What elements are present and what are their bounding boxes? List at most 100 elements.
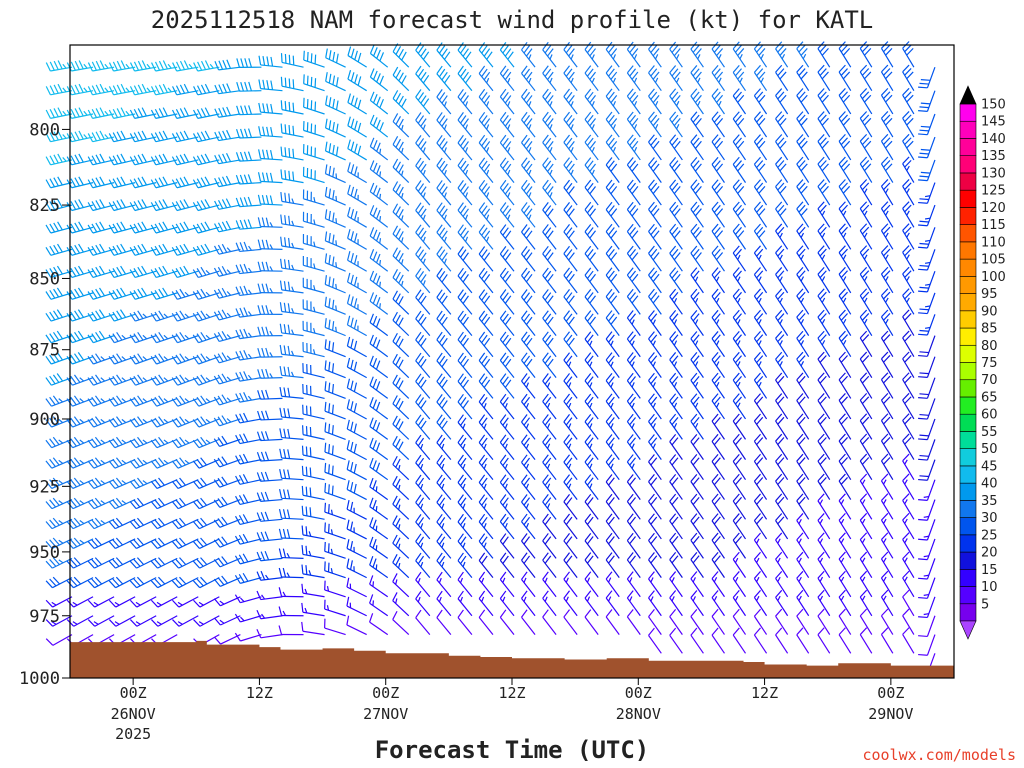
wind-barb bbox=[324, 253, 346, 272]
barb-feather bbox=[462, 230, 469, 239]
barb-feather bbox=[441, 503, 445, 509]
barb-feather bbox=[521, 310, 528, 319]
barb-feather bbox=[150, 334, 157, 343]
barb-feather bbox=[239, 350, 245, 360]
barb-feather bbox=[379, 75, 385, 85]
barb-feather bbox=[462, 252, 469, 261]
barb-feather bbox=[282, 567, 287, 578]
barb-feather bbox=[379, 303, 381, 309]
barb-feather bbox=[226, 269, 232, 274]
barb-feather bbox=[629, 577, 633, 583]
barb-feather bbox=[369, 536, 374, 546]
barb-feather bbox=[379, 260, 382, 266]
barb-feather bbox=[261, 594, 266, 600]
barb-feather bbox=[462, 423, 466, 429]
barb-feather bbox=[502, 334, 509, 343]
barb-feather bbox=[57, 199, 63, 208]
wind-barb bbox=[626, 201, 641, 228]
barb-feather bbox=[422, 236, 426, 242]
wind-barb bbox=[392, 395, 410, 420]
barb-feather bbox=[459, 577, 464, 584]
barb-feather bbox=[608, 270, 615, 279]
barb-feather bbox=[650, 270, 658, 279]
barb-feather bbox=[137, 108, 144, 118]
barb-feather bbox=[631, 340, 635, 346]
barb-feather bbox=[332, 234, 335, 244]
barb-feather bbox=[291, 198, 295, 204]
barb-feather bbox=[525, 163, 533, 172]
barb-feather bbox=[586, 437, 594, 446]
barb-feather bbox=[629, 68, 637, 77]
wind-barb bbox=[605, 609, 620, 635]
barb-feather bbox=[177, 601, 183, 606]
barb-feather bbox=[243, 263, 249, 273]
barb-feather bbox=[586, 596, 591, 602]
barb-feather bbox=[626, 609, 634, 618]
barb-feather bbox=[753, 453, 761, 462]
barb-feather bbox=[163, 439, 169, 444]
barb-feather bbox=[443, 214, 447, 220]
barb-feather bbox=[563, 65, 571, 74]
barb-feather bbox=[438, 497, 446, 506]
barb-feather bbox=[183, 176, 190, 186]
barb-feather bbox=[481, 516, 488, 526]
barb-feather bbox=[72, 621, 78, 625]
barb-feather bbox=[417, 397, 425, 406]
barb-feather bbox=[129, 202, 136, 211]
barb-feather bbox=[525, 483, 530, 489]
barb-feather bbox=[438, 205, 446, 214]
barb-feather bbox=[288, 54, 291, 65]
barb-feather bbox=[49, 155, 55, 165]
wind-barb bbox=[347, 251, 367, 272]
barb-feather bbox=[309, 447, 312, 457]
barb-feather bbox=[563, 494, 571, 503]
barb-feather bbox=[243, 128, 249, 138]
barb-feather bbox=[589, 463, 593, 469]
barb-feather bbox=[235, 220, 241, 230]
wind-barb bbox=[753, 372, 768, 399]
barb-feather bbox=[200, 416, 207, 425]
wind-barb bbox=[436, 352, 452, 379]
barb-feather bbox=[120, 107, 126, 117]
barb-feather bbox=[481, 68, 488, 77]
barb-feather bbox=[257, 390, 262, 400]
barb-feather bbox=[353, 319, 358, 329]
wind-barb bbox=[279, 489, 304, 501]
barb-feather bbox=[369, 594, 374, 604]
barb-feather bbox=[45, 355, 52, 365]
barb-feather bbox=[350, 441, 354, 452]
barb-feather bbox=[692, 270, 700, 279]
barb-feather bbox=[376, 187, 381, 197]
wind-barb bbox=[150, 557, 178, 569]
wind-barb bbox=[711, 608, 725, 635]
barb-feather bbox=[671, 270, 679, 279]
barb-feather bbox=[478, 393, 486, 403]
barb-feather bbox=[563, 552, 571, 561]
barb-feather bbox=[711, 532, 719, 541]
barb-feather bbox=[175, 539, 183, 548]
barb-feather bbox=[568, 230, 575, 239]
wind-barb bbox=[478, 373, 494, 399]
barb-feather bbox=[372, 600, 375, 606]
barb-feather bbox=[242, 494, 249, 503]
barb-feather bbox=[438, 227, 446, 236]
barb-shaft bbox=[521, 616, 536, 635]
wind-barb bbox=[214, 175, 241, 188]
barb-feather bbox=[462, 163, 469, 173]
barb-feather bbox=[350, 540, 354, 551]
wind-barb bbox=[108, 537, 136, 550]
barb-feather bbox=[49, 289, 56, 299]
wind-barb bbox=[324, 580, 346, 598]
barb-feather bbox=[756, 313, 764, 322]
barb-feather bbox=[309, 487, 312, 497]
barb-feather bbox=[260, 492, 266, 502]
barb-feather bbox=[610, 186, 618, 195]
barb-feather bbox=[525, 208, 533, 217]
wind-barb bbox=[542, 474, 557, 500]
wind-barb bbox=[753, 453, 768, 481]
barb-feather bbox=[673, 186, 681, 194]
barb-feather bbox=[372, 581, 375, 587]
barb-feather bbox=[465, 236, 469, 242]
barb-feather bbox=[56, 330, 64, 340]
barb-feather bbox=[398, 296, 404, 305]
